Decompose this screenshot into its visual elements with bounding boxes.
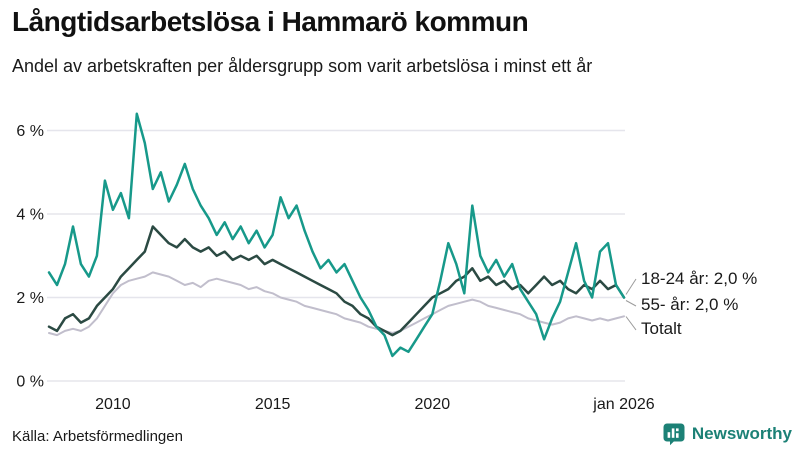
y-axis-labels: 0 % 2 % 4 % 6 % (16, 123, 44, 391)
gridlines (47, 129, 625, 382)
newsworthy-logo: Newsworthy (662, 422, 792, 446)
x-tick-label: jan 2026 (592, 396, 654, 413)
series-line-18-24-r (47, 112, 626, 358)
series-line-totalt (48, 271, 625, 337)
label-connector (625, 278, 637, 295)
series-end-label: 55- år: 2,0 % (641, 295, 738, 314)
chart-title: Långtidsarbetslösa i Hammarö kommun (12, 6, 529, 37)
series-end-labels: 18-24 år: 2,0 % 55- år: 2,0 % Totalt (625, 269, 757, 338)
x-tick-label: 2015 (255, 396, 291, 413)
x-tick-label: 2010 (95, 396, 131, 413)
series-line-55-r (47, 225, 626, 337)
newsworthy-chart-bubble-icon (663, 423, 685, 446)
y-tick-label: 6 % (16, 123, 44, 140)
x-axis-labels: 2010 2015 2020 jan 2026 (95, 396, 655, 413)
y-tick-label: 2 % (16, 290, 44, 307)
label-connector (625, 300, 637, 307)
series-lines (47, 112, 626, 358)
y-tick-label: 4 % (16, 207, 44, 224)
series-end-label: Totalt (641, 319, 682, 338)
x-tick-label: 2020 (415, 396, 451, 413)
newsworthy-wordmark: Newsworthy (691, 424, 792, 443)
label-connector (625, 316, 637, 331)
source-note: Källa: Arbetsförmedlingen (12, 428, 183, 445)
series-end-label: 18-24 år: 2,0 % (641, 269, 757, 288)
chart-subtitle: Andel av arbetskraften per åldersgrupp s… (12, 56, 593, 76)
y-tick-label: 0 % (16, 374, 44, 391)
